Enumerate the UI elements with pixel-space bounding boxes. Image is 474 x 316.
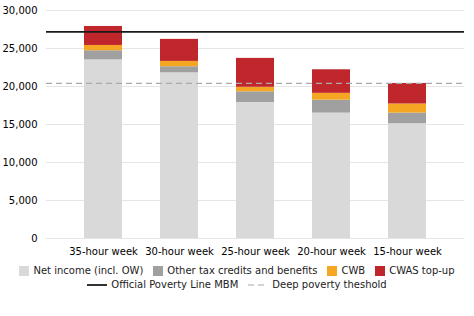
svg-text:25-hour week: 25-hour week (221, 246, 290, 257)
html-text:Deep poverty theshold: Deep poverty theshold (272, 279, 387, 290)
html-text:CWAS top-up: CWAS top-up (389, 265, 455, 276)
svg-text:20-hour week: 20-hour week (297, 246, 366, 257)
html-text:CWB: CWB (341, 265, 366, 276)
svg-text:30-hour week: 30-hour week (145, 246, 214, 257)
html-text:Other tax credits and benefits: Other tax credits and benefits (167, 265, 318, 276)
svg-text:0: 0 (31, 233, 37, 244)
html-text:Net income (incl. OW): Net income (incl. OW) (33, 265, 144, 276)
svg-text:35-hour week: 35-hour week (69, 246, 138, 257)
html-text:Official Poverty Line MBM: Official Poverty Line MBM (111, 279, 239, 290)
svg-text:5,000: 5,000 (9, 195, 38, 206)
svg-text:30,000: 30,000 (3, 5, 38, 16)
svg-text:20,000: 20,000 (3, 81, 38, 92)
svg-text:25,000: 25,000 (3, 43, 38, 54)
svg-text:15,000: 15,000 (3, 119, 38, 130)
svg-text:15-hour week: 15-hour week (373, 246, 442, 257)
svg-text:10,000: 10,000 (3, 157, 38, 168)
